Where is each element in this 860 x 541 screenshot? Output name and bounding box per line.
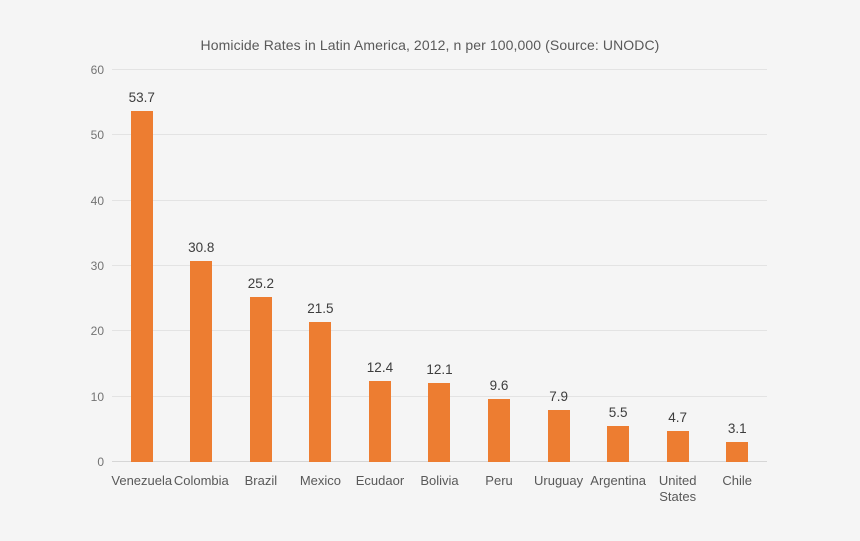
bar-venezuela [130, 111, 153, 462]
x-axis-category-label: Colombia [173, 473, 229, 488]
bar-value-label: 3.1 [727, 420, 747, 436]
bar-value-label: 7.9 [549, 389, 568, 405]
bar-slot: 30.8 [172, 70, 232, 462]
x-axis-category-label: Mexico [299, 473, 341, 488]
y-axis-tick-label: 50 [90, 128, 104, 143]
bar-slot: 12.1 [410, 70, 470, 462]
y-axis-tick-label: 0 [97, 455, 104, 469]
gridline [112, 134, 767, 136]
bar-value-label: 12.4 [366, 360, 394, 375]
bar-slot: 4.7 [648, 70, 708, 462]
bar-argentina [607, 426, 630, 462]
chart-title: Homicide Rates in Latin America, 2012, n… [200, 37, 660, 53]
bar-value-label: 4.7 [668, 410, 688, 426]
bar-value-label: 30.8 [188, 239, 215, 255]
gridline [112, 265, 767, 266]
bar-bolivia [428, 382, 451, 462]
bar-slot: 12.4 [350, 70, 410, 462]
y-axis-tick-label: 40 [90, 193, 104, 208]
bar-mexico [309, 321, 332, 462]
bar-colombia [190, 260, 213, 462]
x-axis-category-label: Brazil [244, 473, 278, 488]
y-axis-tick-label: 20 [90, 324, 104, 339]
bar-value-label: 12.1 [426, 361, 453, 377]
x-axis-category-label: Chile [722, 473, 753, 488]
bar-uruguay [547, 410, 570, 462]
gridline [112, 199, 767, 201]
bar-ecudaor [368, 381, 391, 462]
x-axis-category-label: Venezuela [111, 473, 173, 488]
bar-slot: 21.5 [291, 70, 351, 462]
bar-slot: 25.2 [231, 70, 291, 462]
gridline [112, 69, 767, 70]
bar-slot: 7.9 [529, 70, 589, 462]
bar-peru [488, 399, 511, 462]
bar-value-label: 25.2 [247, 276, 274, 292]
bar-slot: 9.6 [469, 70, 529, 462]
bar-value-label: 53.7 [128, 90, 155, 106]
x-axis-category-label: Ecudaor [355, 473, 405, 488]
gridline [112, 330, 767, 332]
bar-value-label: 5.5 [608, 405, 628, 421]
bar-chile [726, 441, 749, 462]
bar-slot: 5.5 [588, 70, 648, 462]
x-axis-category-label: United States [658, 473, 697, 504]
x-axis-category-label: Argentina [590, 473, 646, 488]
bar-slot: 3.1 [707, 70, 767, 462]
y-axis-tick-label: 60 [90, 63, 104, 77]
x-axis-category-label: Peru [485, 473, 513, 488]
plot-area: 53.7 30.8 25.2 21.5 12.4 12.1 9.6 7.9 5.5 4.7 3.1 [112, 69, 767, 462]
y-axis-tick-label: 10 [90, 389, 104, 404]
x-axis-category-label: Bolivia [420, 473, 459, 488]
bar-value-label: 9.6 [489, 378, 509, 394]
bar-brazil [249, 297, 272, 462]
y-axis-tick-label: 30 [90, 259, 104, 273]
bar-slot: 53.7 [112, 70, 172, 462]
x-axis-category-label: Uruguay [534, 473, 584, 488]
bar-value-label: 21.5 [307, 300, 334, 316]
bar-united-states [666, 431, 689, 462]
